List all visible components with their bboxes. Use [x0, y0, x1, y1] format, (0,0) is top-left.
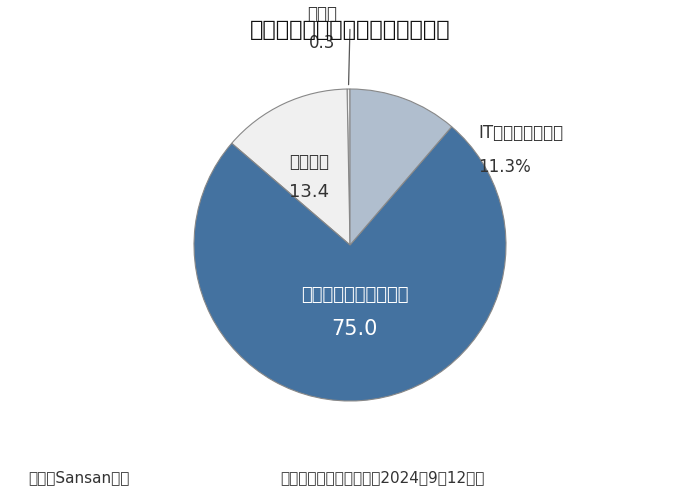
- Wedge shape: [194, 126, 506, 401]
- Text: インボイスの登録番号の確認方法: インボイスの登録番号の確認方法: [250, 20, 450, 40]
- Text: 【出所】日本経済新聞　2024年9月12日号: 【出所】日本経済新聞 2024年9月12日号: [280, 470, 484, 485]
- Wedge shape: [347, 89, 350, 245]
- Text: 75.0: 75.0: [332, 319, 378, 339]
- Text: 経理や現場部門が目視: 経理や現場部門が目視: [301, 286, 409, 304]
- Text: （注）Sansan調べ: （注）Sansan調べ: [28, 470, 130, 485]
- Text: 0.3: 0.3: [309, 34, 335, 52]
- Wedge shape: [232, 89, 350, 245]
- Text: 13.4: 13.4: [289, 183, 329, 201]
- Text: その他: その他: [307, 6, 337, 24]
- Text: ITサービスを利用: ITサービスを利用: [478, 124, 563, 142]
- Text: 11.3%: 11.3%: [478, 158, 531, 176]
- Wedge shape: [350, 89, 452, 245]
- Text: 確認せず: 確認せず: [289, 153, 329, 171]
